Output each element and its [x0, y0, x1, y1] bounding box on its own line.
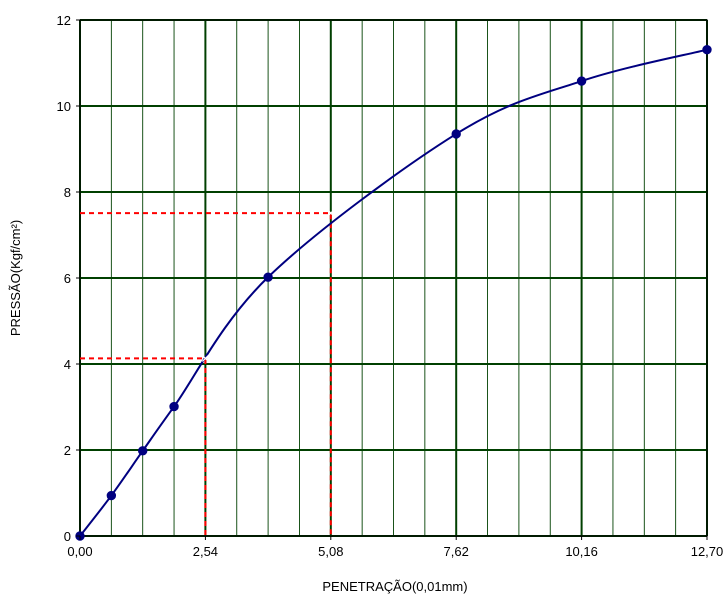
- x-tick-label: 7,62: [444, 544, 469, 559]
- data-point: [576, 76, 587, 86]
- y-tick-label: 2: [64, 443, 71, 458]
- data-point: [451, 129, 461, 139]
- data-point: [169, 401, 179, 412]
- data-point: [138, 446, 148, 456]
- x-axis-title: PENETRAÇÃO(0,01mm): [322, 579, 467, 594]
- data-series: [75, 44, 712, 541]
- data-point: [106, 490, 117, 501]
- data-point: [263, 272, 273, 282]
- x-tick-label: 10,16: [565, 544, 598, 559]
- x-tick-label: 5,08: [318, 544, 343, 559]
- y-tick-label: 6: [64, 271, 71, 286]
- x-tick-label: 2,54: [193, 544, 218, 559]
- reference-line: [80, 212, 332, 536]
- y-tick-label: 10: [57, 99, 71, 114]
- y-axis-ticks: 0 2 4 6 8 10 12: [57, 13, 80, 544]
- x-tick-label: 0,00: [67, 544, 92, 559]
- interpolated-point: [327, 209, 335, 217]
- y-tick-label: 12: [57, 13, 71, 28]
- y-tick-label: 4: [64, 357, 71, 372]
- y-axis-title: PRESSÃO(Kgf/cm²): [8, 220, 23, 336]
- x-tick-label: 12,70: [691, 544, 724, 559]
- data-point: [702, 44, 712, 55]
- y-tick-label: 0: [64, 529, 71, 544]
- x-axis-ticks: 0,00 2,54 5,08 7,62 10,16 12,70: [67, 536, 723, 559]
- reference-line: [80, 357, 207, 536]
- interpolated-point: [201, 354, 209, 362]
- reference-lines: [80, 212, 332, 536]
- y-tick-label: 8: [64, 185, 71, 200]
